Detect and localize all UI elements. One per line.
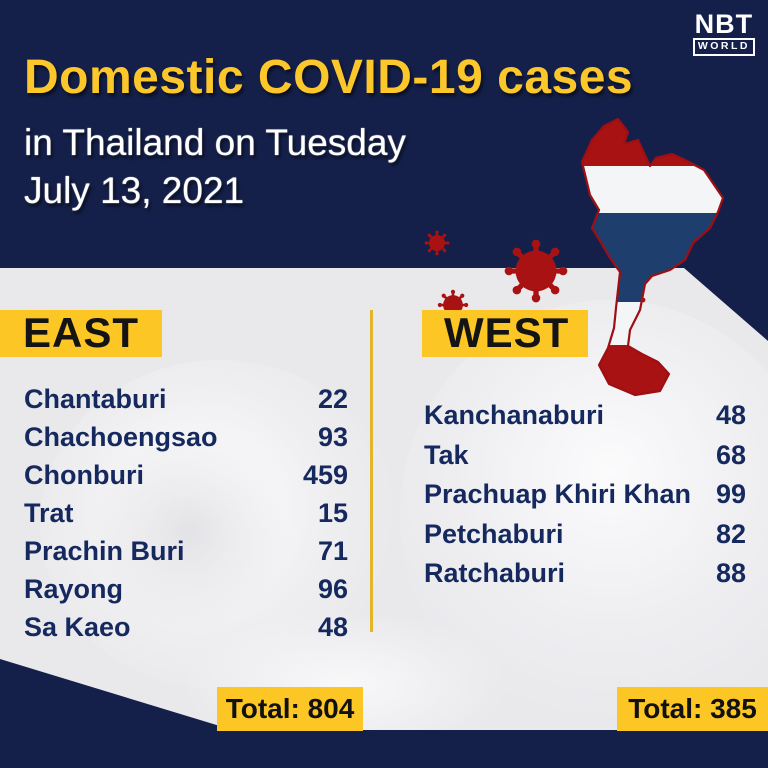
table-row: Tak 68 (424, 436, 746, 476)
table-row: Petchaburi 82 (424, 515, 746, 555)
province-label: Kanchanaburi (424, 400, 605, 431)
west-section-header: WEST (422, 310, 588, 357)
case-count: 48 (715, 400, 746, 431)
province-label: Sa Kaeo (24, 611, 131, 642)
province-label: Prachin Buri (24, 535, 185, 566)
province-label: Tak (424, 439, 469, 470)
virus-icon-small-1 (424, 230, 450, 256)
table-row: Chonburi 459 (24, 456, 348, 494)
column-divider (370, 310, 373, 632)
table-row: Trat 15 (24, 494, 348, 532)
case-count: 99 (715, 479, 746, 510)
case-count: 15 (317, 497, 348, 528)
province-label: Petchaburi (424, 518, 564, 549)
case-count: 93 (317, 421, 348, 452)
case-count: 88 (715, 558, 746, 589)
west-table: Kanchanaburi 48 Tak 68 Prachuap Khiri Kh… (424, 396, 746, 594)
province-label: Chonburi (24, 459, 144, 490)
case-count: 68 (715, 439, 746, 470)
page-title: Domestic COVID-19 cases (24, 51, 634, 104)
province-label: Trat (24, 497, 74, 528)
nbt-world-logo: NBT WORLD (692, 9, 755, 56)
province-label: Ratchaburi (424, 558, 566, 589)
case-count: 82 (715, 518, 746, 549)
table-row: Prachin Buri 71 (24, 532, 348, 570)
case-count: 48 (317, 611, 348, 642)
table-row: Prachuap Khiri Khan 99 (424, 475, 746, 515)
table-row: Rayong 96 (24, 570, 348, 608)
province-label: Chachoengsao (24, 421, 218, 452)
logo-nbt-text: NBT (694, 9, 754, 39)
case-count: 71 (317, 535, 348, 566)
virus-icon-large (504, 239, 568, 303)
thailand-map-icon (580, 117, 725, 397)
east-total-badge: Total: 804 (217, 687, 363, 731)
table-row: Chachoengsao 93 (24, 418, 348, 456)
province-label: Rayong (24, 573, 124, 604)
table-row: Kanchanaburi 48 (424, 396, 746, 436)
logo-world-text: WORLD (692, 38, 755, 56)
table-row: Chantaburi 22 (24, 380, 348, 418)
province-label: Chantaburi (24, 383, 167, 414)
case-count: 459 (302, 459, 348, 490)
case-count: 96 (317, 573, 348, 604)
table-row: Sa Kaeo 48 (24, 608, 348, 646)
west-total-badge: Total: 385 (617, 687, 768, 731)
page-subtitle-line2: July 13, 2021 (24, 170, 245, 211)
page-subtitle-line1: in Thailand on Tuesday (24, 122, 406, 163)
east-table: Chantaburi 22 Chachoengsao 93 Chonburi 4… (24, 380, 348, 646)
case-count: 22 (317, 383, 348, 414)
province-label: Prachuap Khiri Khan (424, 479, 692, 510)
table-row: Ratchaburi 88 (424, 554, 746, 594)
east-section-header: EAST (0, 310, 162, 357)
